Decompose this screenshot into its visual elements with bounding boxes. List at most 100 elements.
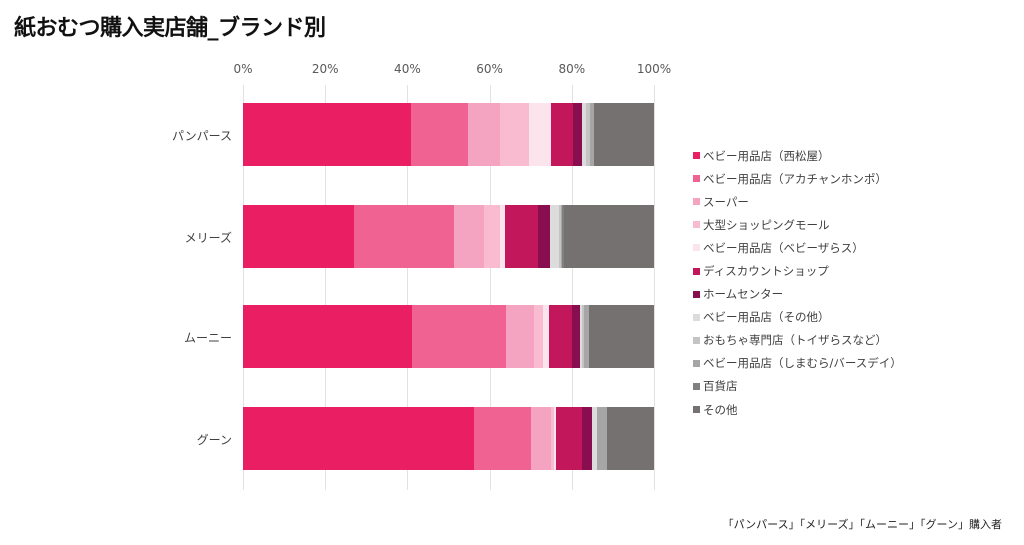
bar-segment (584, 305, 589, 368)
bar-segment (586, 103, 590, 166)
chart-title: 紙おむつ購入実店舗_ブランド別 (14, 16, 326, 41)
gridline (654, 85, 655, 490)
category-label: メリーズ (184, 231, 232, 245)
x-tick-label: 60% (476, 62, 503, 76)
legend-item: スーパー (693, 190, 993, 213)
legend-item: その他 (693, 398, 993, 421)
legend-label: ベビー用品店（しまむら/バースデイ） (703, 356, 902, 371)
stacked-bar (243, 305, 654, 368)
bar-segment (550, 103, 573, 166)
bar-segment (551, 407, 555, 470)
legend-item: ベビー用品店（ベビーザらス） (693, 236, 993, 259)
gridline (571, 85, 573, 490)
legend-item: ベビー用品店（その他） (693, 306, 993, 329)
x-tick-label: 20% (311, 62, 339, 76)
bar-segment (560, 205, 563, 268)
legend-item: ホームセンター (693, 283, 993, 306)
stacked-bar (243, 407, 654, 470)
bar-segment (597, 407, 608, 470)
legend-label: ベビー用品店（その他） (703, 310, 830, 325)
legend-swatch (693, 406, 700, 414)
bar-segment (593, 103, 654, 166)
bar-segment (572, 103, 583, 166)
bar-segment (550, 205, 560, 268)
stacked-bar (243, 205, 654, 268)
bar-segment (474, 407, 532, 470)
legend-item: おもちゃ専門店（トイザらスなど） (693, 329, 993, 352)
legend-label: ベビー用品店（アカチャンホンポ） (703, 171, 887, 186)
bar-segment (534, 305, 543, 368)
gridline (325, 85, 327, 490)
legend-label: その他 (703, 402, 738, 417)
legend-swatch (693, 290, 700, 298)
bar-segment (554, 407, 557, 470)
bar-segment (571, 305, 580, 368)
legend-label: スーパー (703, 194, 749, 209)
legend-label: 百貨店 (703, 379, 738, 394)
bar-segment (529, 103, 551, 166)
legend-swatch (693, 198, 700, 206)
bar-segment (538, 205, 551, 268)
bar-segment (542, 305, 549, 368)
x-tick-label: 100% (636, 62, 672, 76)
bar-segment (454, 205, 484, 268)
legend-label: ベビー用品店（西松屋） (703, 148, 830, 163)
legend-swatch (693, 313, 700, 321)
legend-swatch (693, 152, 700, 160)
bar-segment (411, 305, 507, 368)
bar-segment (588, 305, 654, 368)
bar-segment (582, 103, 587, 166)
bar-segment (506, 305, 535, 368)
bar-segment (582, 305, 585, 368)
bar-segment (579, 305, 583, 368)
bar-segment (243, 103, 411, 166)
legend-item: 百貨店 (693, 375, 993, 398)
legend: ベビー用品店（西松屋） ベビー用品店（アカチャンホンポ） スーパー大型ショッピングモ… (693, 144, 993, 421)
chart-area: 0% 20% 40% 60% 80% 100% パンパースメリーズムーニーグーン (171, 62, 672, 490)
bar-segment (556, 407, 583, 470)
bar-segment (592, 407, 598, 470)
legend-item: ディスカウントショップ (693, 259, 993, 282)
gridline (489, 85, 491, 490)
bar-segment (243, 305, 412, 368)
bar-segment (559, 205, 561, 268)
legend-item: ベビー用品店（西松屋） (693, 144, 993, 167)
legend-swatch (693, 336, 700, 344)
legend-label: ディスカウントショップ (703, 264, 829, 279)
bar-segment (354, 205, 455, 268)
legend-swatch (693, 382, 700, 390)
category-label: パンパース (171, 129, 232, 143)
stacked-bar (243, 103, 654, 166)
bar-segment (505, 205, 539, 268)
gridline (243, 85, 244, 490)
gridline (407, 85, 409, 490)
bar-segment (562, 205, 564, 268)
bar-segment (563, 205, 654, 268)
legend-swatch (693, 359, 700, 367)
chart-note: 「パンパース」「メリーズ」「ムーニー」「グーン」購入者 (722, 518, 1002, 531)
legend-label: おもちゃ専門店（トイザらスなど） (703, 333, 887, 348)
bar-segment (500, 205, 506, 268)
x-tick-label: 80% (558, 62, 586, 76)
legend-item: 大型ショッピングモール (693, 213, 993, 236)
bar-segment (548, 305, 572, 368)
bar-segment (410, 103, 469, 166)
bar-segment (243, 407, 475, 470)
legend-label: ホームセンター (703, 287, 784, 302)
bar-segment (582, 407, 593, 470)
bar-segment (531, 407, 552, 470)
bar-segment (607, 407, 654, 470)
legend-item: ベビー用品店（しまむら/バースデイ） (693, 352, 993, 375)
legend-label: 大型ショッピングモール (703, 217, 830, 232)
legend-label: ベビー用品店（ベビーザらス） (703, 240, 864, 255)
x-tick-label: 40% (394, 62, 421, 76)
category-label: グーン (196, 433, 232, 447)
legend-item: ベビー用品店（アカチャンホンポ） (693, 167, 993, 190)
bar-segment (589, 103, 594, 166)
x-tick-label: 0% (233, 62, 253, 76)
bar-segment (468, 103, 500, 166)
category-label: ムーニー (183, 331, 232, 345)
bar-segment (483, 205, 501, 268)
legend-swatch (693, 267, 700, 275)
bar-segment (243, 205, 355, 268)
